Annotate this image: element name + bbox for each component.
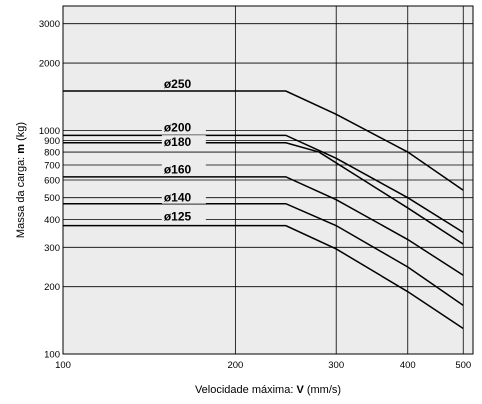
- series-line-d180: [63, 142, 464, 245]
- y-tick-label: 800: [44, 148, 60, 159]
- y-tick-label: 400: [44, 215, 60, 226]
- y-tick-label: 700: [44, 161, 60, 172]
- y-tick-label: 300: [44, 243, 60, 254]
- series-label-bg: [161, 120, 206, 134]
- series-label-bg: [161, 209, 206, 223]
- series-line-d160: [63, 176, 464, 276]
- series-line-d200: [63, 134, 464, 233]
- x-tick-label: 200: [227, 360, 243, 371]
- series-line-d125: [63, 224, 464, 330]
- series-label: ø140: [164, 191, 192, 205]
- series-label: ø160: [164, 163, 192, 177]
- y-tick-label: 600: [44, 176, 60, 187]
- y-tick-label: 2000: [39, 59, 60, 70]
- series-label-bg: [161, 162, 206, 176]
- series-label: ø250: [164, 77, 192, 91]
- series-label: ø125: [164, 210, 192, 224]
- x-tick-label: 300: [328, 360, 344, 371]
- plot-frame: [62, 5, 474, 355]
- series-label: ø200: [164, 120, 192, 134]
- series-label-bg: [161, 76, 206, 90]
- series-line-d140: [63, 202, 464, 306]
- x-tick-label: 100: [55, 360, 71, 371]
- y-tick-label: 200: [44, 282, 60, 293]
- y-tick-label: 3000: [39, 19, 60, 30]
- y-tick-label: 1000: [39, 126, 60, 137]
- x-tick-label: 500: [455, 360, 471, 371]
- series-label-bg: [161, 190, 206, 204]
- y-tick-label: 900: [44, 136, 60, 147]
- y-tick-label: 100: [44, 350, 60, 361]
- y-axis-label: Massa da carga: m (kg): [15, 122, 27, 238]
- series-line-d250: [63, 90, 464, 191]
- x-tick-label: 400: [400, 360, 416, 371]
- series-label-bg: [161, 135, 206, 149]
- series-label: ø180: [164, 135, 192, 149]
- x-axis-label: Velocidade máxima: V (mm/s): [195, 384, 341, 396]
- y-tick-label: 500: [44, 193, 60, 204]
